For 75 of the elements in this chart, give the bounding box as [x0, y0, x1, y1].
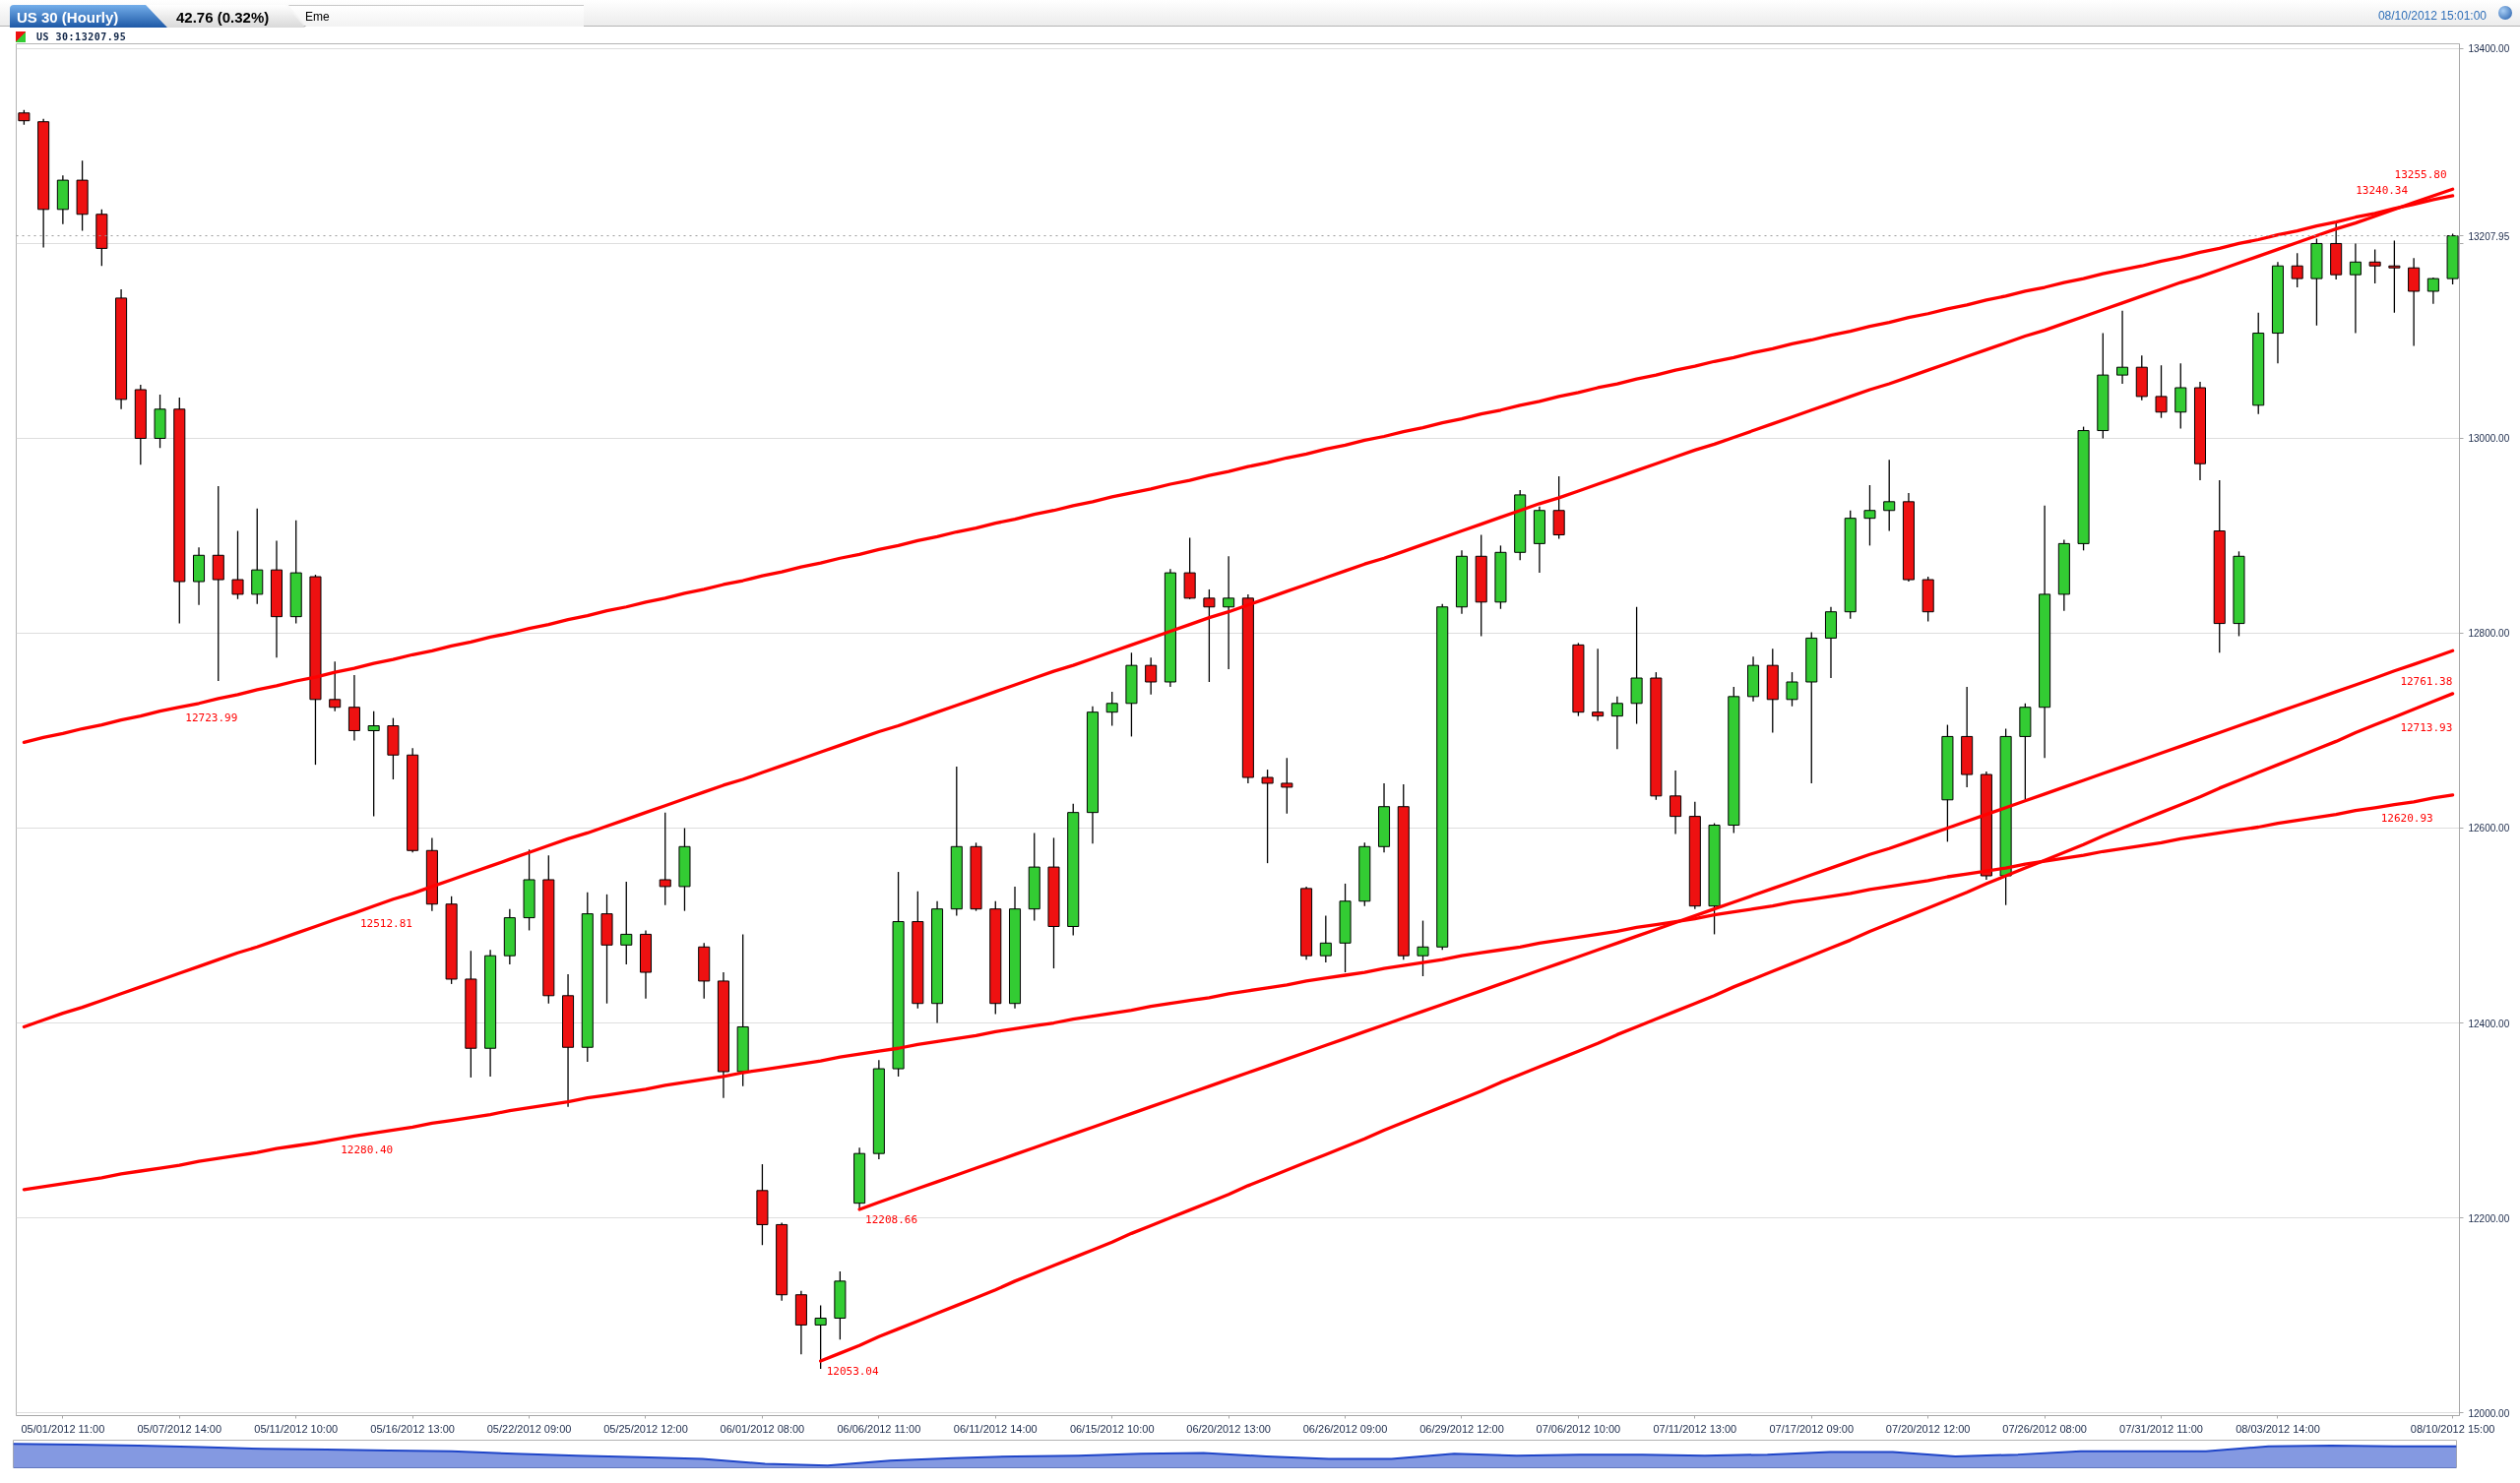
ref-line-label: 13207.95: [2468, 230, 2510, 242]
candlestick: [2291, 252, 2303, 288]
candlestick: [2388, 239, 2401, 314]
x-tick-label: 07/26/2012 08:00: [2002, 1422, 2087, 1435]
x-tick-label: 05/22/2012 09:00: [486, 1422, 572, 1435]
candlestick: [1319, 914, 1332, 963]
y-tick-label: 12000.00: [2468, 1407, 2510, 1419]
line-series: [22, 187, 2455, 1029]
data-label: 12512.81: [359, 916, 412, 930]
x-tick-label: 08/03/2012 14:00: [2236, 1422, 2320, 1435]
candlestick: [231, 529, 244, 600]
x-tick-label: 05/25/2012 12:00: [603, 1422, 688, 1435]
x-tick-label: 07/17/2012 09:00: [1769, 1422, 1855, 1435]
data-label: 12723.99: [185, 711, 238, 724]
x-tick-label: 06/01/2012 08:00: [720, 1422, 805, 1435]
x-tick-label: 07/11/2012 13:00: [1653, 1422, 1737, 1435]
x-tick-label: 05/11/2012 10:00: [254, 1422, 339, 1435]
data-label: 12053.04: [826, 1365, 879, 1379]
candlestick: [2155, 364, 2168, 419]
y-tick-label: 12800.00: [2468, 628, 2510, 640]
chart-title: US 30 (Hourly): [17, 8, 119, 28]
x-tick-label: 07/31/2012 11:00: [2119, 1422, 2203, 1435]
candlestick: [1610, 696, 1623, 750]
candlestick: [1145, 656, 1158, 696]
candlestick: [814, 1304, 827, 1370]
candlestick: [347, 674, 360, 742]
x-tick-label: 06/11/2012 14:00: [953, 1422, 1038, 1435]
candlestick: [1417, 919, 1429, 977]
legend-label: US 30:13207.95: [36, 31, 127, 42]
text: 08/10/2012 15:01:00: [2377, 8, 2487, 25]
x-tick-label: 07/06/2012 10:00: [1536, 1422, 1621, 1435]
candlestick: [1203, 588, 1216, 683]
x-tick-label: 05/16/2012 13:00: [370, 1422, 455, 1435]
data-label: 12280.40: [341, 1143, 394, 1156]
candlestick: [1670, 770, 1682, 835]
y-tick-label: 12600.00: [2468, 823, 2510, 834]
x-tick-label: 08/10/2012 15:00: [2410, 1422, 2495, 1435]
y-tick-label: 13400.00: [2468, 43, 2510, 55]
candlestick: [1592, 648, 1605, 722]
x-tick-label: 05/01/2012 11:00: [21, 1422, 105, 1435]
candlestick: [2408, 257, 2421, 347]
candlestick: [1786, 671, 1798, 708]
candlestick: [2368, 248, 2381, 284]
candlestick: [1281, 757, 1293, 815]
data-label: 12713.93: [2400, 720, 2453, 734]
y-tick-label: 12200.00: [2468, 1212, 2510, 1224]
candlestick: [1105, 691, 1118, 727]
x-tick-label: 06/15/2012 10:00: [1069, 1422, 1155, 1435]
chart-subtitle: 42.76 (0.32%): [176, 8, 270, 28]
candlestick: [2349, 242, 2362, 335]
data-label: 12208.66: [865, 1212, 918, 1226]
data-label: 12620.93: [2380, 811, 2433, 825]
candlestick: [367, 711, 380, 818]
y-tick-label: 12400.00: [2468, 1018, 2510, 1029]
x-tick-label: 06/29/2012 12:00: [1419, 1422, 1504, 1435]
candlestick: [329, 660, 342, 712]
candlestick: [1261, 769, 1274, 864]
candlestick: [1863, 484, 1876, 547]
candlestick: [2116, 310, 2129, 385]
candlestick: [1223, 555, 1235, 670]
x-tick-label: 06/26/2012 09:00: [1302, 1422, 1388, 1435]
x-tick-label: 07/20/2012 12:00: [1885, 1422, 1971, 1435]
x-tick-label: 06/06/2012 11:00: [837, 1422, 921, 1435]
candlestick: [659, 812, 671, 906]
y-tick-label: 13000.00: [2468, 433, 2510, 445]
x-tick-label: 05/07/2012 14:00: [137, 1422, 222, 1435]
text: Eme: [305, 9, 330, 26]
data-label: 12761.38: [2400, 674, 2453, 688]
candlestick: [620, 881, 633, 965]
candlestick: [1883, 459, 1896, 532]
data-label: 13240.34: [2356, 183, 2409, 197]
candlestick: [2426, 277, 2439, 305]
x-tick-label: 06/20/2012 13:00: [1186, 1422, 1271, 1435]
candlestick: [212, 485, 224, 682]
data-label: 13255.80: [2394, 168, 2447, 182]
